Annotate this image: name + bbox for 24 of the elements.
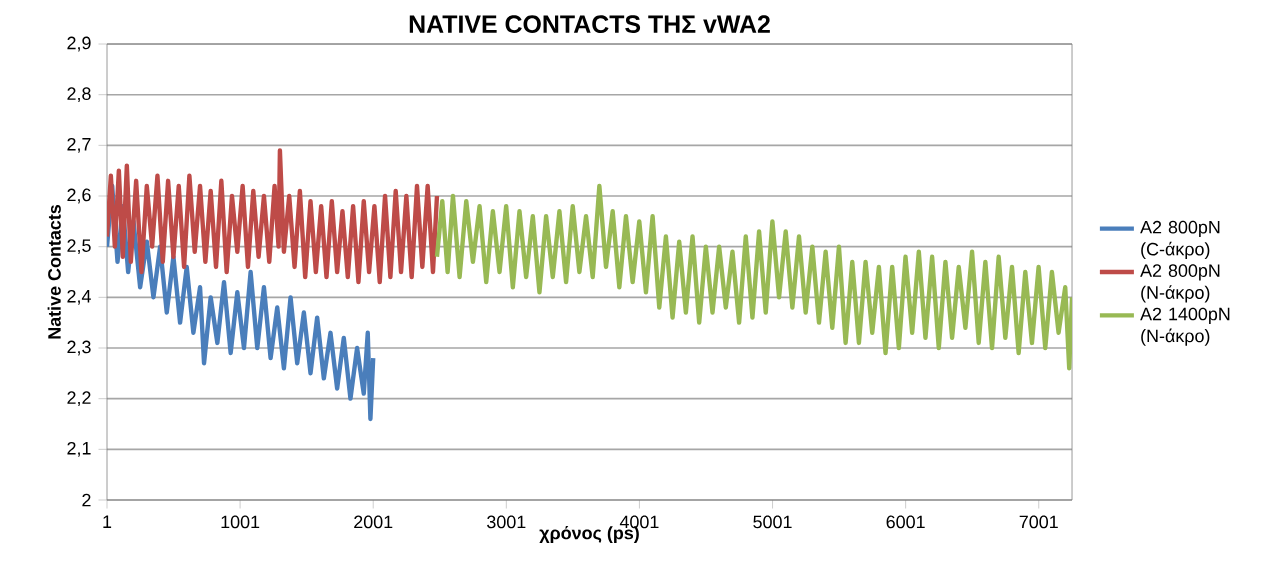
legend-label: A2 1400pN (N-άκρο) [1140,307,1230,346]
x-tick-label: 5001 [753,515,792,529]
x-tick-label: 7001 [1019,515,1058,529]
line-series [434,183,1073,371]
chart-title: NATIVE CONTACTS ΤΗΣ vWA2 [409,15,770,33]
y-tick-label: 2,4 [67,289,91,305]
y-tick-label: 2,6 [67,188,91,204]
y-tick-label: 2,5 [67,239,91,255]
x-tick-label: 3001 [487,515,526,529]
y-axis-title: Native Contacts [47,204,61,339]
x-tick-label: 2001 [354,515,393,529]
x-tick-label: 6001 [886,515,925,529]
y-tick-label: 2,3 [67,340,91,356]
y-tick-label: 2,1 [67,441,91,457]
legend-label: A2 800pN (N-άκρο) [1140,264,1220,303]
x-tick-label: 1 [103,515,112,528]
line-series [107,148,440,285]
x-tick-label: 1001 [221,515,260,529]
y-tick-label: 2,8 [67,87,91,103]
y-tick-label: 2 [82,493,91,507]
y-tick-label: 2,2 [67,391,91,407]
y-tick-label: 2,7 [67,137,91,153]
y-tick-label: 2,9 [67,36,91,52]
legend-label: A2 800pN (C-άκρο) [1140,220,1220,259]
